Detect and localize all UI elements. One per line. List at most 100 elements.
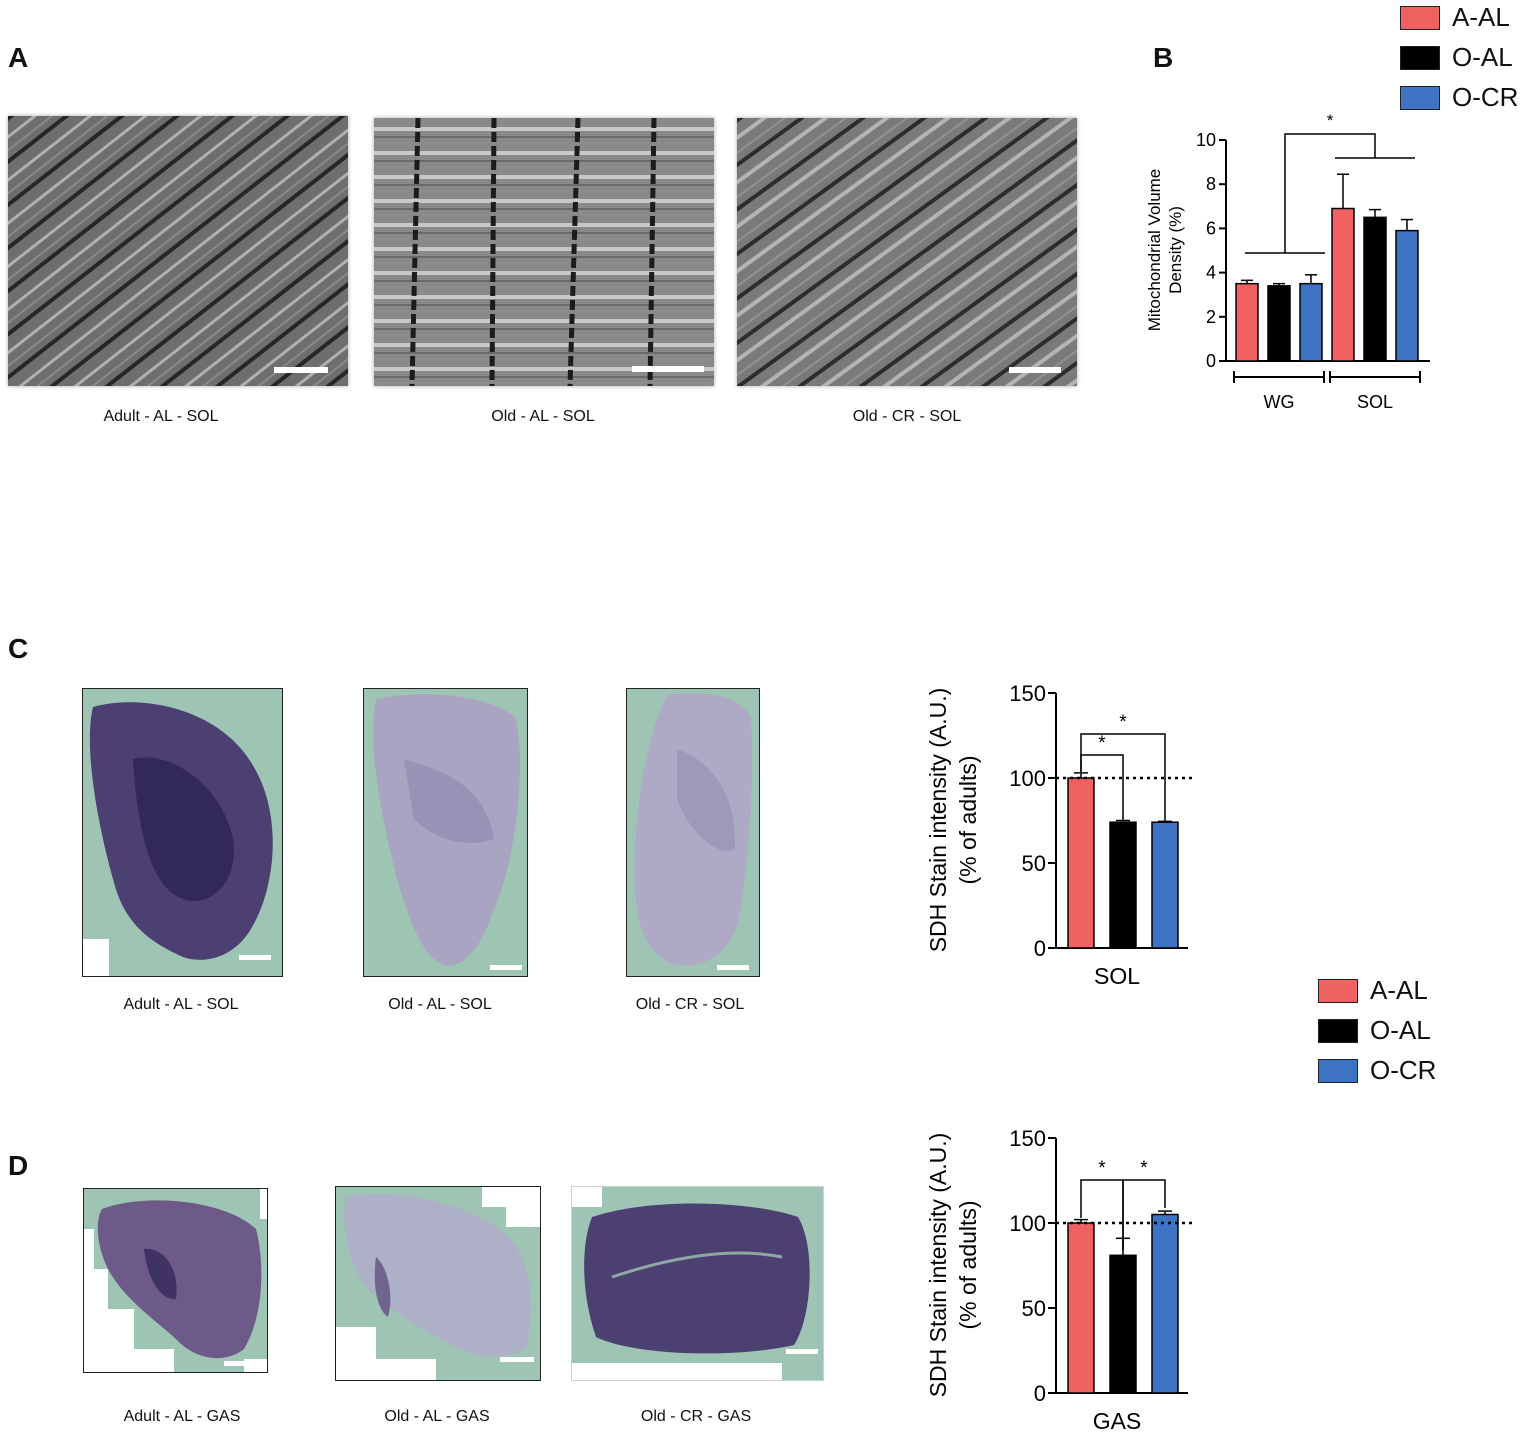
y-tick-label: 0 bbox=[1034, 1381, 1046, 1406]
scale-bar bbox=[1009, 367, 1061, 373]
legend-swatch bbox=[1318, 1058, 1358, 1083]
category-label: WG bbox=[1264, 392, 1295, 412]
legend-item: O-CR bbox=[1400, 82, 1518, 113]
section-caption: Old - CR - SOL bbox=[635, 996, 745, 1013]
micrograph-caption: Adult - AL - SOL bbox=[103, 408, 219, 425]
y-tick-label: 2 bbox=[1206, 307, 1216, 327]
y-axis-label-line: SDH Stain intensity (A.U.) bbox=[925, 688, 951, 953]
legend-item: A-AL bbox=[1400, 2, 1518, 33]
y-tick-label: 10 bbox=[1196, 130, 1216, 150]
micrograph-image bbox=[374, 118, 714, 386]
significance-marker: * bbox=[1140, 1158, 1148, 1179]
legend-swatch bbox=[1400, 85, 1440, 110]
sdh-section-old-cr-gas bbox=[571, 1186, 824, 1381]
legend-swatch bbox=[1318, 1018, 1358, 1043]
bar-o-cr bbox=[1151, 1213, 1179, 1394]
y-tick-label: 8 bbox=[1206, 174, 1216, 194]
legend-top: A-AL O-AL O-CR bbox=[1400, 2, 1518, 122]
y-tick-label: 4 bbox=[1206, 263, 1216, 283]
significance-bracket bbox=[1122, 1179, 1166, 1250]
legend-swatch bbox=[1400, 5, 1440, 30]
legend-item: O-CR bbox=[1318, 1055, 1436, 1086]
micrograph-image bbox=[737, 118, 1077, 386]
scale-bar bbox=[274, 367, 328, 373]
y-axis-label-line: Density (%) bbox=[1166, 206, 1185, 294]
section-caption: Old - CR - GAS bbox=[640, 1408, 752, 1425]
micrograph-caption: Old - CR - SOL bbox=[852, 408, 962, 425]
micrograph-image bbox=[8, 116, 348, 386]
sdh-section-old-al-sol bbox=[363, 688, 528, 977]
section-caption: Old - AL - SOL bbox=[388, 996, 492, 1013]
significance-marker: * bbox=[1327, 111, 1334, 130]
legend-label: O-AL bbox=[1452, 42, 1513, 72]
significance-bracket bbox=[1080, 733, 1166, 823]
panel-label-a: A bbox=[8, 42, 29, 73]
chart-c-sdh-sol: 0 50 100 150 SDH Stain intensity (A.U.) (% of… bbox=[925, 681, 1196, 989]
bar-a-al bbox=[1331, 207, 1355, 362]
section-image bbox=[572, 1187, 823, 1380]
micrograph-adult-al-sol bbox=[8, 116, 348, 386]
bar-o-cr bbox=[1299, 282, 1323, 362]
significance-marker: * bbox=[1098, 733, 1106, 754]
legend-swatch bbox=[1400, 45, 1440, 70]
sdh-section-adult-al-gas bbox=[83, 1188, 268, 1373]
sdh-section-adult-al-sol bbox=[82, 688, 283, 977]
panel-label-b: B bbox=[1153, 42, 1174, 73]
y-axis-label: SDH Stain intensity (A.U.) (% of adults) bbox=[925, 1133, 981, 1398]
bar-a-al bbox=[1067, 1222, 1095, 1394]
sdh-section-old-cr-sol bbox=[626, 688, 760, 977]
micrograph-old-al-sol bbox=[374, 118, 714, 386]
y-axis-label-line: Mitochondrial Volume bbox=[1145, 169, 1164, 332]
section-image bbox=[83, 689, 282, 976]
chart-b-mito-volume-density: 0 2 4 6 8 10 Mitochondrial Volume Density (%) WG… bbox=[1145, 111, 1430, 412]
bar-o-al bbox=[1109, 821, 1137, 949]
y-tick-label: 150 bbox=[1009, 681, 1046, 706]
bar-o-cr bbox=[1151, 821, 1179, 949]
y-tick-label: 50 bbox=[1022, 851, 1046, 876]
y-axis-label: Mitochondrial Volume Density (%) bbox=[1145, 169, 1185, 332]
significance-marker: * bbox=[1098, 1158, 1106, 1179]
micrograph-old-cr-sol bbox=[737, 118, 1077, 386]
legend-label: O-AL bbox=[1370, 1015, 1431, 1045]
y-tick-label: 100 bbox=[1009, 1211, 1046, 1236]
legend-item: A-AL bbox=[1318, 975, 1436, 1006]
sdh-section-old-al-gas bbox=[335, 1186, 541, 1381]
micrograph-caption: Old - AL - SOL bbox=[491, 408, 595, 425]
legend-label: A-AL bbox=[1452, 2, 1510, 32]
section-image bbox=[364, 689, 527, 976]
section-caption: Adult - AL - SOL bbox=[123, 996, 239, 1013]
y-axis-label: SDH Stain intensity (A.U.) (% of adults) bbox=[925, 688, 981, 953]
legend-middle: A-AL O-AL O-CR bbox=[1318, 975, 1436, 1095]
category-label: SOL bbox=[1094, 963, 1140, 989]
y-axis-label-line: SDH Stain intensity (A.U.) bbox=[925, 1133, 951, 1398]
bar-o-al bbox=[1267, 285, 1291, 362]
chart-d-sdh-gas: 0 50 100 150 SDH Stain intensity (A.U.) (% of… bbox=[925, 1126, 1196, 1434]
y-axis-label-line: (% of adults) bbox=[955, 1200, 981, 1329]
legend-label: A-AL bbox=[1370, 975, 1428, 1005]
legend-label: O-CR bbox=[1370, 1055, 1437, 1085]
legend-swatch bbox=[1318, 978, 1358, 1003]
panel-label-c: C bbox=[8, 633, 29, 664]
legend-label: O-CR bbox=[1452, 82, 1519, 112]
section-image bbox=[84, 1189, 267, 1372]
section-caption: Adult - AL - GAS bbox=[123, 1408, 241, 1425]
legend-item: O-AL bbox=[1400, 42, 1518, 73]
y-tick-label: 50 bbox=[1022, 1296, 1046, 1321]
bar-a-al bbox=[1067, 777, 1095, 949]
bar-o-cr bbox=[1395, 229, 1419, 362]
category-label: GAS bbox=[1093, 1408, 1142, 1434]
section-image bbox=[627, 689, 759, 976]
bar-o-al bbox=[1109, 1254, 1137, 1394]
legend-item: O-AL bbox=[1318, 1015, 1436, 1046]
category-label: SOL bbox=[1357, 392, 1393, 412]
y-tick-label: 150 bbox=[1009, 1126, 1046, 1151]
bar-o-al bbox=[1363, 216, 1387, 362]
section-caption: Old - AL - GAS bbox=[384, 1408, 490, 1425]
significance-bracket bbox=[1284, 133, 1376, 253]
section-image bbox=[336, 1187, 540, 1380]
bar-a-al bbox=[1235, 282, 1259, 362]
y-tick-label: 6 bbox=[1206, 218, 1216, 238]
significance-marker: * bbox=[1119, 712, 1127, 733]
panel-label-d: D bbox=[8, 1150, 29, 1181]
scale-bar bbox=[632, 366, 704, 372]
